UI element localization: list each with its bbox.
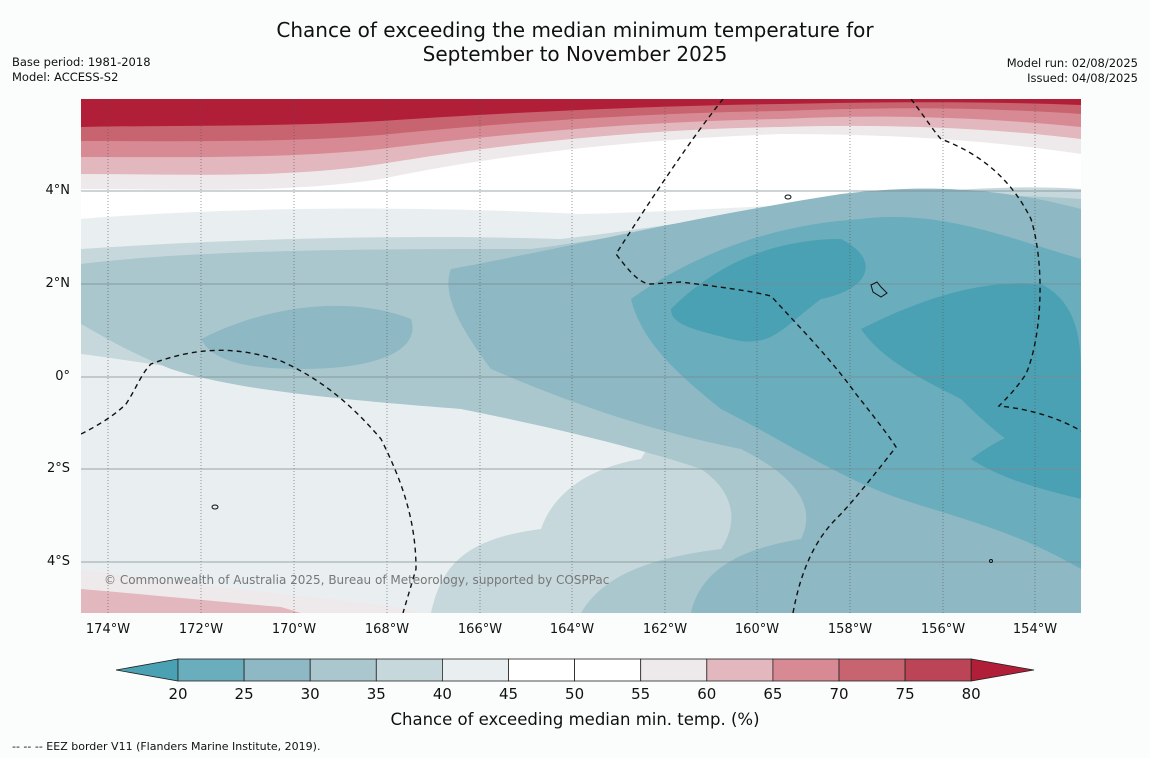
islands — [211, 194, 993, 563]
colorbar-tick-label: 75 — [895, 685, 915, 703]
base-period: Base period: 1981-2018 — [12, 55, 151, 69]
colorbar-cell — [640, 658, 708, 682]
colorbar-tick-label: 55 — [631, 685, 651, 703]
model-run: Model run: 02/08/2025 — [1006, 56, 1138, 70]
band-above-80 — [81, 99, 1081, 127]
lon-label-162w: 162°W — [642, 622, 688, 637]
model-name: Model: ACCESS-S2 — [12, 70, 119, 84]
lon-label-170w: 170°W — [271, 622, 317, 637]
issued-date: Issued: 04/08/2025 — [1027, 71, 1138, 85]
lon-label-168w: 168°W — [364, 622, 410, 637]
lat-label-2n: 2°N — [45, 276, 71, 291]
colorbar-cell — [441, 658, 509, 682]
lon-label-166w: 166°W — [457, 622, 503, 637]
eez-footnote: -- -- -- EEZ border V11 (Flanders Marine… — [12, 740, 321, 753]
colorbar-cell — [375, 658, 443, 682]
colorbar-tick-label: 80 — [961, 685, 981, 703]
band-60-65-south — [81, 589, 301, 613]
colorbar-tick-label: 60 — [697, 685, 717, 703]
colorbar-cell — [904, 658, 972, 682]
band-below-20-a — [671, 239, 866, 342]
colorbar-tick-label: 70 — [829, 685, 849, 703]
map-title: Chance of exceeding the median minimum t… — [0, 18, 1150, 66]
lon-label-156w: 156°W — [920, 622, 966, 637]
colorbar-cell — [772, 658, 840, 682]
lat-label-4n: 4°N — [45, 183, 71, 198]
colorbar-tick-label: 35 — [366, 685, 386, 703]
lon-label-158w: 158°W — [827, 622, 873, 637]
lon-label-172w: 172°W — [178, 622, 224, 637]
colorbar-tick-label: 50 — [565, 685, 585, 703]
colorbar-tick-label: 20 — [168, 685, 188, 703]
band-below-20-c — [971, 419, 1081, 499]
colorbar-cell — [243, 658, 311, 682]
colorbar-extend-low — [115, 658, 179, 682]
colorbar-tick-label: 45 — [498, 685, 519, 703]
metadata-right: Model run: 02/08/2025 Issued: 04/08/2025 — [1007, 56, 1138, 86]
colorbar-label: Chance of exceeding median min. temp. (%… — [390, 710, 760, 729]
colorbar-cell — [838, 658, 906, 682]
title-line-1: Chance of exceeding the median minimum t… — [276, 18, 874, 42]
colorbar-cell — [177, 658, 245, 682]
title-line-2: September to November 2025 — [422, 42, 728, 66]
colorbar-cell — [508, 658, 575, 682]
colorbar-cells — [115, 658, 1035, 682]
colorbar-tick-label: 40 — [432, 685, 452, 703]
lon-label-164w: 164°W — [549, 622, 595, 637]
colorbar-tick-label: 65 — [763, 685, 783, 703]
colorbar-cell — [574, 658, 642, 682]
lon-label-154w: 154°W — [1012, 622, 1058, 637]
band-25-30-west — [201, 305, 413, 369]
eez-borders — [81, 99, 1081, 613]
probability-map — [81, 99, 1081, 613]
colorbar-tick-label: 25 — [234, 685, 254, 703]
latitude-gridlines — [81, 190, 1081, 563]
copyright-notice: © Commonwealth of Australia 2025, Bureau… — [104, 573, 610, 587]
lat-label-2s: 2°S — [46, 461, 70, 476]
colorbar-extend-high — [970, 658, 1035, 682]
colorbar-cell — [309, 658, 377, 682]
lat-label-0: 0° — [55, 369, 70, 384]
colorbar-cell — [706, 658, 774, 682]
metadata-left: Base period: 1981-2018 Model: ACCESS-S2 — [12, 55, 151, 85]
lon-label-174w: 174°W — [85, 622, 131, 637]
colorbar-tick-label: 30 — [300, 685, 320, 703]
lat-label-4s: 4°S — [46, 554, 70, 569]
lon-label-160w: 160°W — [734, 622, 780, 637]
colorbar — [115, 658, 1035, 682]
